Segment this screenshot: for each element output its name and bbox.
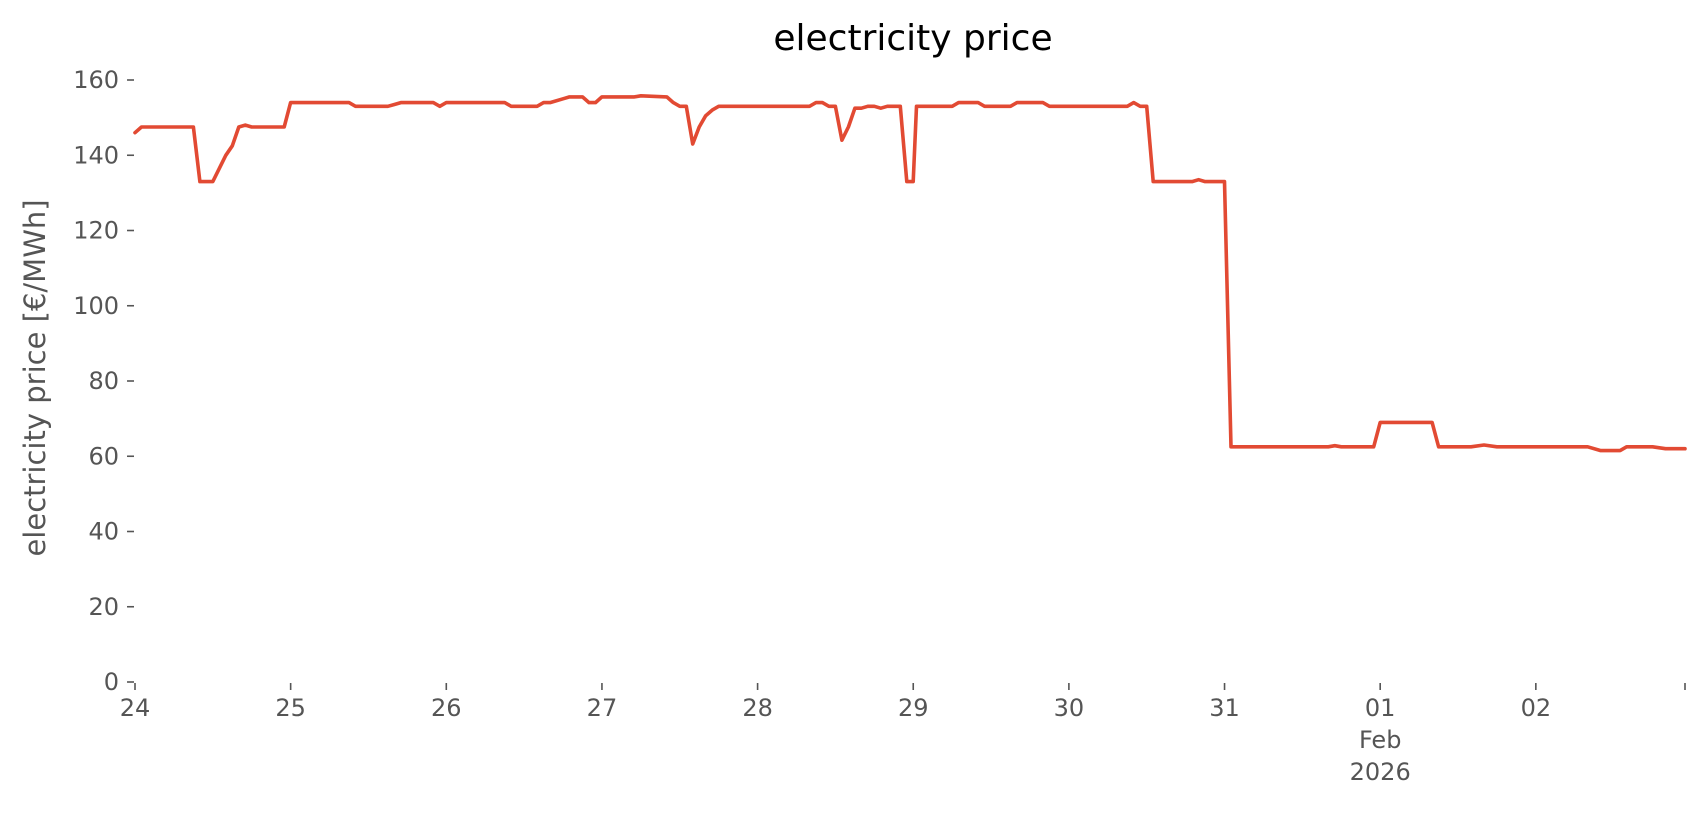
x-tick-label: 02 (1521, 694, 1552, 722)
x-tick-label: 26 (431, 694, 462, 722)
y-tick-label: 60 (88, 442, 119, 470)
x-tick-label: 27 (587, 694, 618, 722)
x-tick-label: 28 (742, 694, 773, 722)
y-tick-label: 0 (104, 668, 119, 696)
y-tick-label: 40 (88, 518, 119, 546)
series-line (133, 94, 1687, 453)
x-tick-sublabel: Feb (1359, 726, 1402, 754)
chart-title: electricity price (773, 18, 1052, 59)
x-axis: 24 25 26 27 28 29 30 31 01 Feb 2026 02 (120, 683, 1686, 786)
x-tick-label: 31 (1209, 694, 1240, 722)
x-tick-label: 25 (275, 694, 306, 722)
x-tick-label: 29 (898, 694, 929, 722)
y-tick-label: 20 (88, 593, 119, 621)
x-tick-label: 30 (1054, 694, 1085, 722)
y-tick-label: 80 (88, 367, 119, 395)
x-tick-label: 01 (1365, 694, 1396, 722)
y-tick-label: 100 (73, 292, 119, 320)
y-tick-label: 120 (73, 217, 119, 245)
y-tick-label: 160 (73, 66, 119, 94)
x-tick-label: 24 (120, 694, 151, 722)
x-tick-sublabel: 2026 (1350, 758, 1411, 786)
y-axis: 0 20 40 60 80 100 120 140 160 (73, 66, 134, 696)
plot-area (133, 94, 1687, 453)
y-axis-label: electricity price [€/MWh] (18, 199, 52, 556)
y-tick-label: 140 (73, 141, 119, 169)
